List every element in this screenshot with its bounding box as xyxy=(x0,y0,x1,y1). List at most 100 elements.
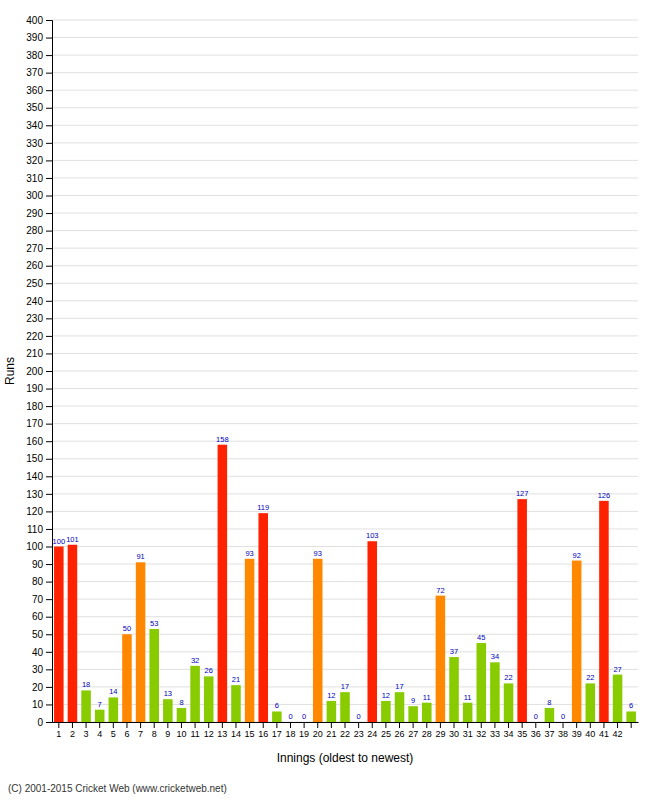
data-label: 37 xyxy=(450,647,458,656)
x-tick: 18 xyxy=(285,722,295,739)
bar xyxy=(477,643,487,722)
x-tick-mark xyxy=(195,722,196,728)
grid-line xyxy=(52,160,638,161)
data-label: 158 xyxy=(216,435,229,444)
x-tick-label: 17 xyxy=(272,729,282,739)
y-tick-label: 140 xyxy=(26,471,43,482)
x-tick-label: 29 xyxy=(435,729,445,739)
y-tick: 160 xyxy=(26,436,52,447)
y-tick-label: 100 xyxy=(26,541,43,552)
y-tick-label: 400 xyxy=(26,15,43,26)
grid-line xyxy=(52,353,638,354)
x-tick-mark xyxy=(167,722,168,728)
x-tick-mark xyxy=(154,722,155,728)
y-tick-label: 30 xyxy=(32,664,44,675)
y-tick-label: 10 xyxy=(32,699,44,710)
y-tick-mark xyxy=(46,634,52,635)
x-tick-mark xyxy=(113,722,114,728)
x-tick-label: 5 xyxy=(111,729,116,739)
x-tick-label: 22 xyxy=(340,729,350,739)
x-tick-mark xyxy=(317,722,318,728)
x-tick-mark xyxy=(331,722,332,728)
data-label: 8 xyxy=(547,698,551,707)
grid-line xyxy=(52,423,638,424)
x-tick-label: 9 xyxy=(165,729,170,739)
y-tick-mark xyxy=(46,38,52,39)
y-tick: 170 xyxy=(26,418,52,429)
bar xyxy=(136,562,146,722)
data-label: 17 xyxy=(395,682,403,691)
x-tick-mark xyxy=(440,722,441,728)
x-tick: 39 xyxy=(572,722,582,739)
y-tick-mark xyxy=(46,424,52,425)
bars xyxy=(54,445,636,722)
y-tick-mark xyxy=(46,178,52,179)
bar xyxy=(122,634,132,722)
bar xyxy=(231,685,241,722)
x-tick: 28 xyxy=(422,722,432,739)
grid-line xyxy=(52,283,638,284)
y-tick-mark xyxy=(46,353,52,354)
y-tick-label: 240 xyxy=(26,296,43,307)
x-tick-label: 15 xyxy=(245,729,255,739)
y-tick: 230 xyxy=(26,313,52,324)
bar xyxy=(558,722,568,723)
data-label: 8 xyxy=(179,698,183,707)
y-tick-label: 230 xyxy=(26,313,43,324)
y-tick-mark xyxy=(46,599,52,600)
data-label: 11 xyxy=(423,693,431,702)
x-tick-label: 13 xyxy=(217,729,227,739)
data-label: 22 xyxy=(504,673,512,682)
grid-line xyxy=(52,72,638,73)
y-tick-mark xyxy=(46,704,52,705)
x-tick-label: 38 xyxy=(558,729,568,739)
x-tick-label: 34 xyxy=(504,729,514,739)
y-tick-label: 320 xyxy=(26,155,43,166)
y-tick: 90 xyxy=(32,559,52,570)
y-tick: 40 xyxy=(32,647,52,658)
x-tick-label: 4 xyxy=(97,729,102,739)
y-tick-mark xyxy=(46,125,52,126)
y-tick-label: 250 xyxy=(26,278,43,289)
x-tick-mark xyxy=(181,722,182,728)
y-tick-label: 380 xyxy=(26,50,43,61)
bar xyxy=(490,662,500,722)
grid-line xyxy=(52,318,638,319)
y-tick-label: 330 xyxy=(26,138,43,149)
x-tick-label: 32 xyxy=(476,729,486,739)
y-tick-mark xyxy=(46,90,52,91)
y-tick-label: 280 xyxy=(26,225,43,236)
bar xyxy=(367,541,377,722)
bar xyxy=(408,706,418,722)
data-label: 6 xyxy=(629,701,633,710)
data-label: 6 xyxy=(275,701,279,710)
y-tick-label: 260 xyxy=(26,260,43,271)
x-tick-mark xyxy=(345,722,346,728)
y-tick-mark xyxy=(46,283,52,284)
data-label: 127 xyxy=(516,489,529,498)
y-tick: 240 xyxy=(26,296,52,307)
x-tick: 13 xyxy=(217,722,227,739)
y-tick-mark xyxy=(46,318,52,319)
grid-line xyxy=(52,511,638,512)
x-tick: 24 xyxy=(367,722,377,739)
data-label: 72 xyxy=(436,586,444,595)
x-tick-mark xyxy=(467,722,468,728)
y-tick: 370 xyxy=(26,67,52,78)
y-tick-label: 340 xyxy=(26,120,43,131)
grid-line xyxy=(52,125,638,126)
x-tick-mark xyxy=(58,722,59,728)
bar xyxy=(531,722,541,723)
data-label: 100 xyxy=(53,537,66,546)
x-tick-label: 3 xyxy=(84,729,89,739)
y-tick-mark xyxy=(46,55,52,56)
x-tick-mark xyxy=(617,722,618,728)
y-tick: 270 xyxy=(26,243,52,254)
x-tick: 1 xyxy=(56,722,61,739)
y-tick-label: 60 xyxy=(32,611,44,622)
x-tick-mark xyxy=(399,722,400,728)
y-tick-mark xyxy=(46,336,52,337)
x-tick: 8 xyxy=(152,722,157,739)
grid-line xyxy=(52,20,638,21)
data-label: 18 xyxy=(82,680,90,689)
